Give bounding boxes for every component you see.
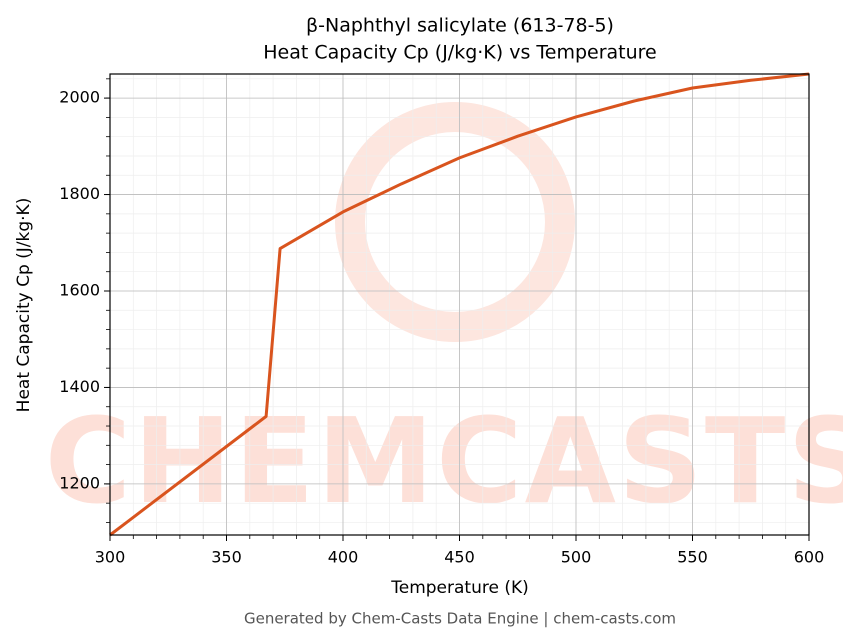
y-tick-label: 1400 xyxy=(59,377,100,396)
y-axis-label: Heat Capacity Cp (J/kg·K) xyxy=(14,198,34,413)
x-tick-label: 500 xyxy=(561,548,592,567)
footer: Generated by Chem-Casts Data Engine | ch… xyxy=(244,610,676,628)
x-tick-label: 600 xyxy=(794,548,825,567)
y-tick-label: 1600 xyxy=(59,280,100,299)
y-tick-label: 2000 xyxy=(59,88,100,107)
chart-title: β-Naphthyl salicylate (613-78-5) xyxy=(306,15,614,37)
x-tick-label: 450 xyxy=(444,548,475,567)
x-tick-label: 350 xyxy=(211,548,242,567)
data-line xyxy=(109,72,810,537)
plot-frame xyxy=(109,73,810,536)
watermark: CHEMCASTS xyxy=(45,392,843,530)
chart-subtitle: Heat Capacity Cp (J/kg·K) vs Temperature xyxy=(263,42,657,64)
x-axis-label: Temperature (K) xyxy=(390,578,529,598)
y-tick-label: 1800 xyxy=(59,184,100,203)
watermark-logo xyxy=(335,102,575,342)
x-tick-label: 400 xyxy=(328,548,359,567)
x-tick-label: 550 xyxy=(677,548,708,567)
y-tick-label: 1200 xyxy=(59,473,100,492)
x-tick-label: 300 xyxy=(95,548,126,567)
